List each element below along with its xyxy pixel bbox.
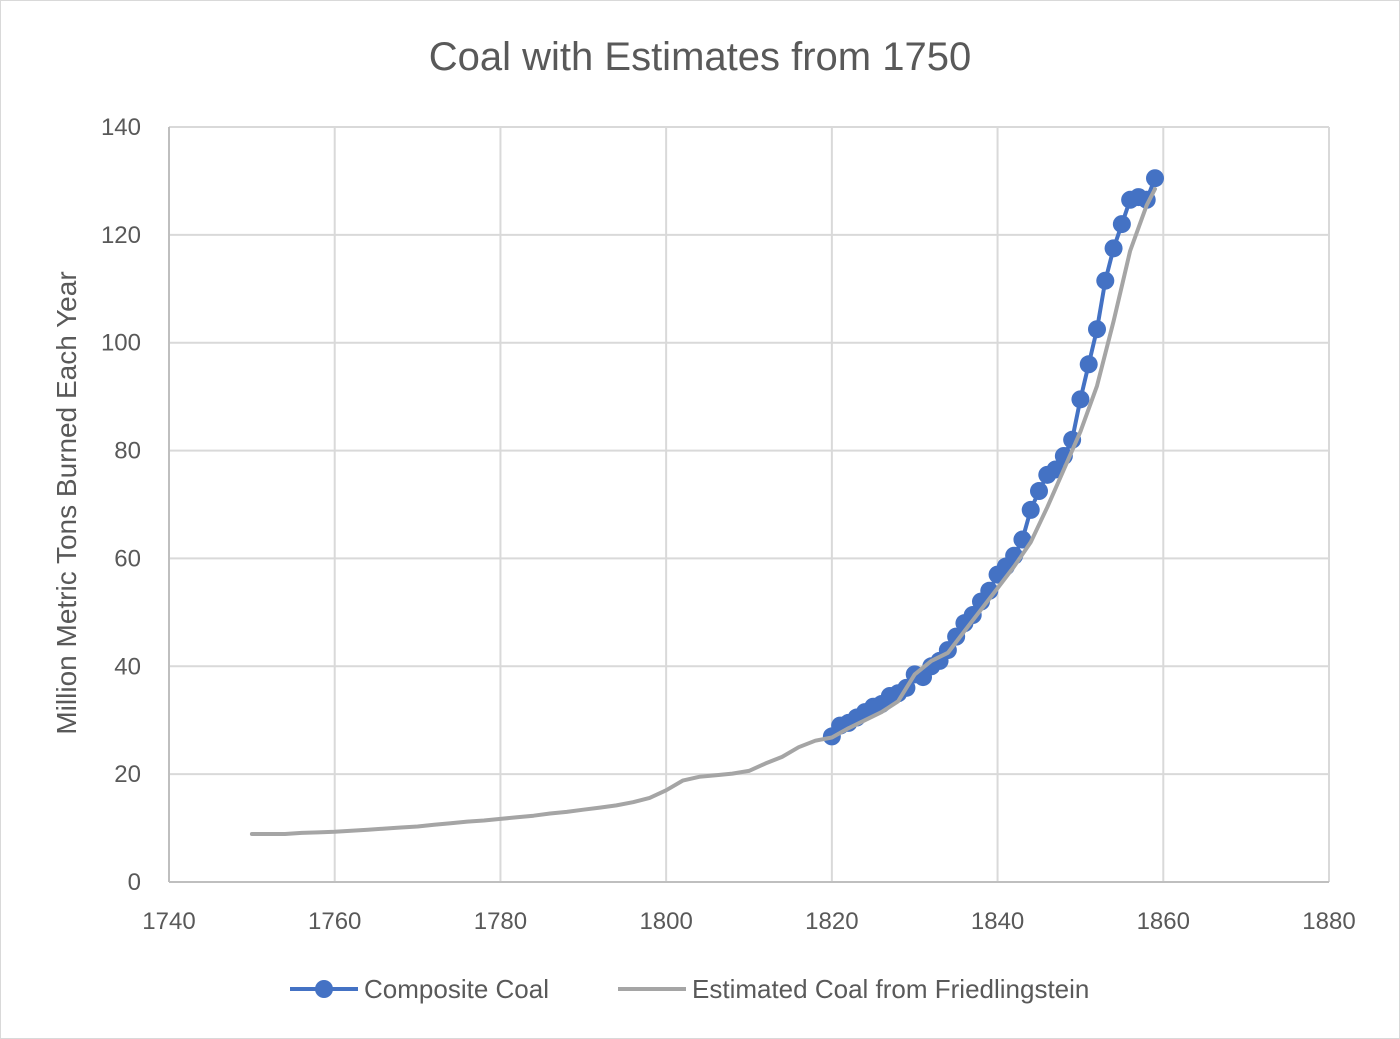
- y-tick-label: 0: [128, 869, 141, 896]
- series-line-composite-coal: [830, 177, 1157, 738]
- data-point-composite-coal: [1104, 239, 1123, 258]
- data-point-composite-coal: [1112, 215, 1131, 234]
- series-points: [249, 169, 1164, 836]
- legend-marker-composite-coal: [315, 980, 333, 998]
- x-tick-label: 1880: [1302, 908, 1355, 935]
- data-point-composite-coal: [947, 627, 966, 646]
- chart-title: Coal with Estimates from 1750: [429, 35, 971, 79]
- data-point-composite-coal: [1021, 500, 1040, 519]
- x-tick-labels: 1740 1760 1780 1800 1820 1840 1860 1880: [142, 908, 1355, 935]
- x-tick-label: 1740: [142, 908, 195, 935]
- data-point-composite-coal: [1013, 530, 1032, 549]
- y-tick-label: 100: [101, 330, 141, 357]
- x-tick-label: 1840: [971, 908, 1024, 935]
- y-axis-label: Million Metric Tons Burned Each Year: [51, 271, 82, 734]
- data-point-composite-coal: [1096, 271, 1115, 290]
- y-tick-label: 120: [101, 222, 141, 249]
- x-tick-label: 1800: [639, 908, 692, 935]
- x-tick-label: 1860: [1137, 908, 1190, 935]
- data-point-composite-coal: [1079, 355, 1098, 374]
- x-tick-label: 1760: [308, 908, 361, 935]
- grid: [169, 126, 1330, 882]
- data-point-composite-coal: [1030, 482, 1048, 501]
- y-tick-label: 140: [101, 114, 141, 141]
- legend: Composite Coal Estimated Coal from Friedl…: [290, 974, 1089, 1004]
- y-tick-label: 60: [114, 545, 141, 572]
- data-point-composite-coal: [963, 606, 982, 625]
- y-tick-label: 20: [114, 761, 141, 788]
- data-point-composite-coal: [1071, 390, 1090, 409]
- x-tick-label: 1820: [805, 908, 858, 935]
- axes: [168, 127, 1329, 883]
- y-tick-label: 80: [114, 438, 141, 465]
- series-lines: [830, 177, 1157, 738]
- legend-label-composite-coal: Composite Coal: [364, 974, 549, 1004]
- y-tick-labels: 0 20 40 60 80 100 120 140: [101, 114, 141, 896]
- x-tick-label: 1780: [474, 908, 527, 935]
- series-line-estimated-coal: [249, 187, 1157, 836]
- data-point-composite-coal: [1088, 320, 1106, 339]
- legend-label-estimated-coal: Estimated Coal from Friedlingstein: [692, 974, 1089, 1004]
- y-tick-label: 40: [114, 653, 141, 680]
- data-point-composite-coal: [1146, 169, 1164, 188]
